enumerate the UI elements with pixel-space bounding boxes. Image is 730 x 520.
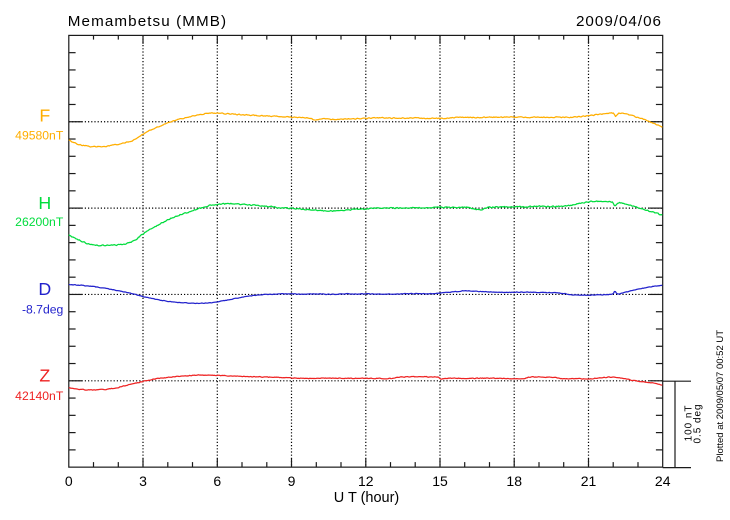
svg-text:U T (hour): U T (hour) xyxy=(334,490,400,506)
svg-text:Plotted at 2009/05/07 00:52 UT: Plotted at 2009/05/07 00:52 UT xyxy=(715,330,726,462)
svg-text:2009/04/06: 2009/04/06 xyxy=(576,13,662,30)
svg-text:F: F xyxy=(39,106,50,126)
svg-text:-8.7deg: -8.7deg xyxy=(22,302,63,316)
svg-text:9: 9 xyxy=(288,473,296,489)
svg-text:0: 0 xyxy=(65,473,73,489)
svg-text:24: 24 xyxy=(655,473,671,489)
svg-text:18: 18 xyxy=(506,473,522,489)
svg-text:3: 3 xyxy=(139,473,147,489)
svg-text:21: 21 xyxy=(581,473,597,489)
svg-text:D: D xyxy=(38,279,51,299)
svg-text:42140nT: 42140nT xyxy=(15,389,64,403)
svg-text:49580nT: 49580nT xyxy=(15,129,64,143)
svg-text:0.5 deg: 0.5 deg xyxy=(693,403,704,443)
svg-text:Memambetsu (MMB): Memambetsu (MMB) xyxy=(68,13,227,30)
svg-text:12: 12 xyxy=(358,473,374,489)
svg-text:15: 15 xyxy=(432,473,448,489)
svg-text:H: H xyxy=(38,193,51,213)
svg-text:100 nT: 100 nT xyxy=(684,405,695,442)
svg-text:26200nT: 26200nT xyxy=(15,215,64,229)
svg-text:6: 6 xyxy=(213,473,221,489)
svg-text:Z: Z xyxy=(39,366,50,386)
